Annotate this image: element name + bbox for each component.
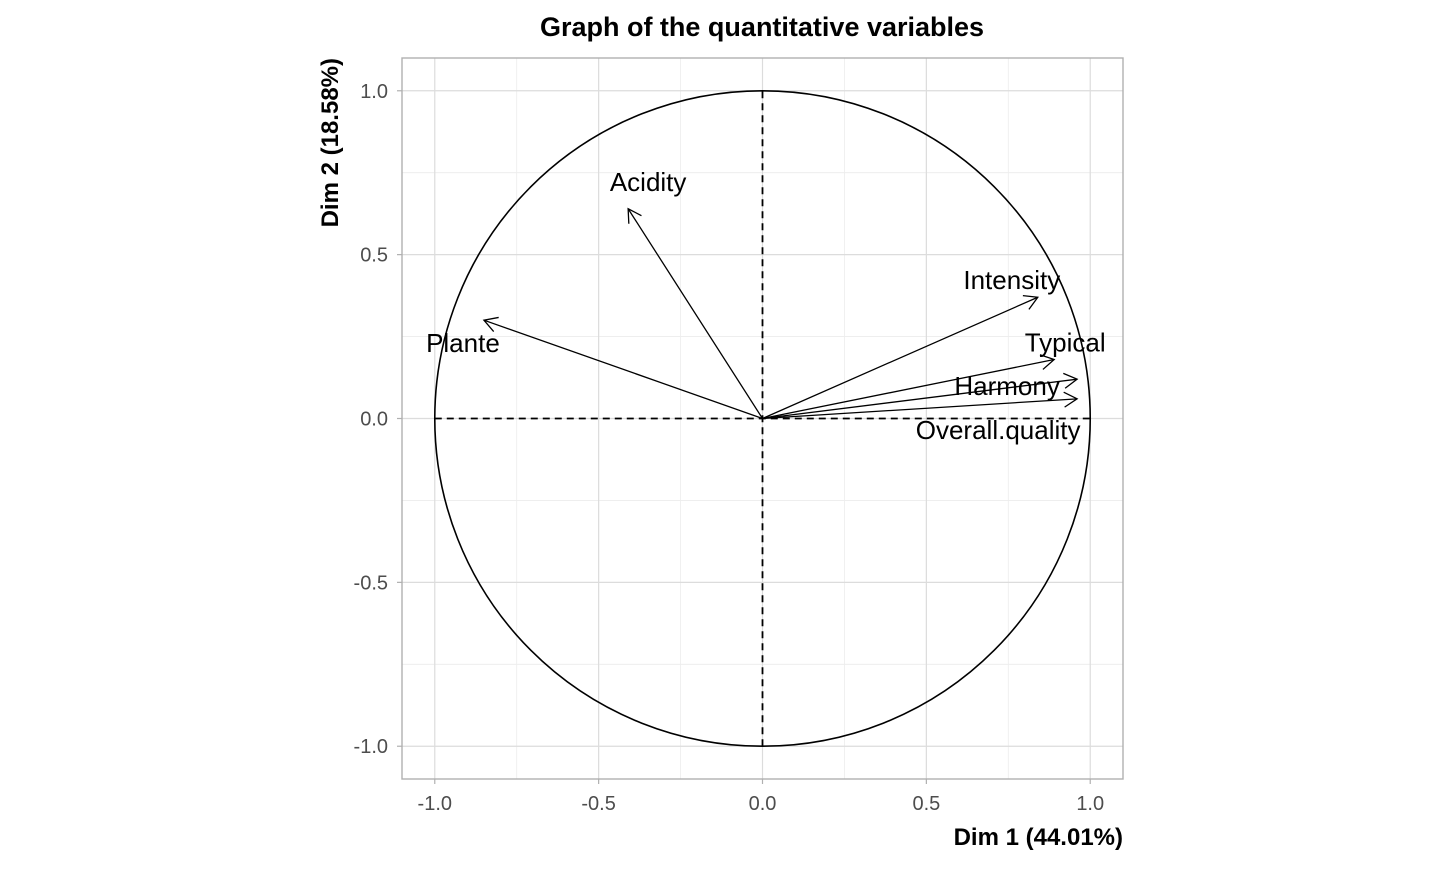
arrow-harmony [762,378,1078,420]
label-harmony: Harmony [954,371,1059,401]
arrowhead-plante [482,316,499,333]
arrowhead-overall-quality [1063,391,1079,408]
arrow-acidity [627,208,764,419]
x-tick-label: -1.0 [418,793,452,815]
arrow-typical [762,358,1055,420]
x-tick-label: -0.5 [581,793,615,815]
label-layer: Acidity Plante Intensity Typical Harmony Over… [426,167,1106,445]
y-tick-label: -0.5 [354,572,388,594]
label-intensity: Intensity [963,265,1060,295]
arrow-intensity [762,296,1039,420]
label-acidity: Acidity [610,167,687,197]
y-axis-title: Dim 2 (18.58%) [317,58,344,227]
arrow-plante [483,319,763,420]
label-overall-quality: Overall.quality [916,415,1081,445]
arrow-layer [482,207,1079,420]
chart-title: Graph of the quantitative variables [540,12,984,42]
x-tick-label: 0.5 [912,793,940,815]
arrowhead-intensity [1022,294,1039,310]
arrowhead-harmony [1063,372,1079,389]
x-tick-label: 0.0 [749,793,777,815]
y-tick-label: 0.5 [360,245,388,267]
arrowhead-acidity [627,207,642,224]
arrowhead-typical [1039,354,1056,370]
arrow-overall-quality [762,398,1078,420]
axis-layer: -1.0 -0.5 0.0 0.5 1.0 -1.0 -0.5 0.0 0.5 1.0 [354,81,1105,815]
y-tick-label: 1.0 [360,81,388,103]
label-typical: Typical [1025,328,1106,358]
y-tick-label: -1.0 [354,736,388,758]
x-tick-label: 1.0 [1076,793,1104,815]
y-tick-label: 0.0 [360,409,388,431]
label-plante: Plante [426,328,500,358]
x-axis-title: Dim 1 (44.01%) [954,824,1123,851]
